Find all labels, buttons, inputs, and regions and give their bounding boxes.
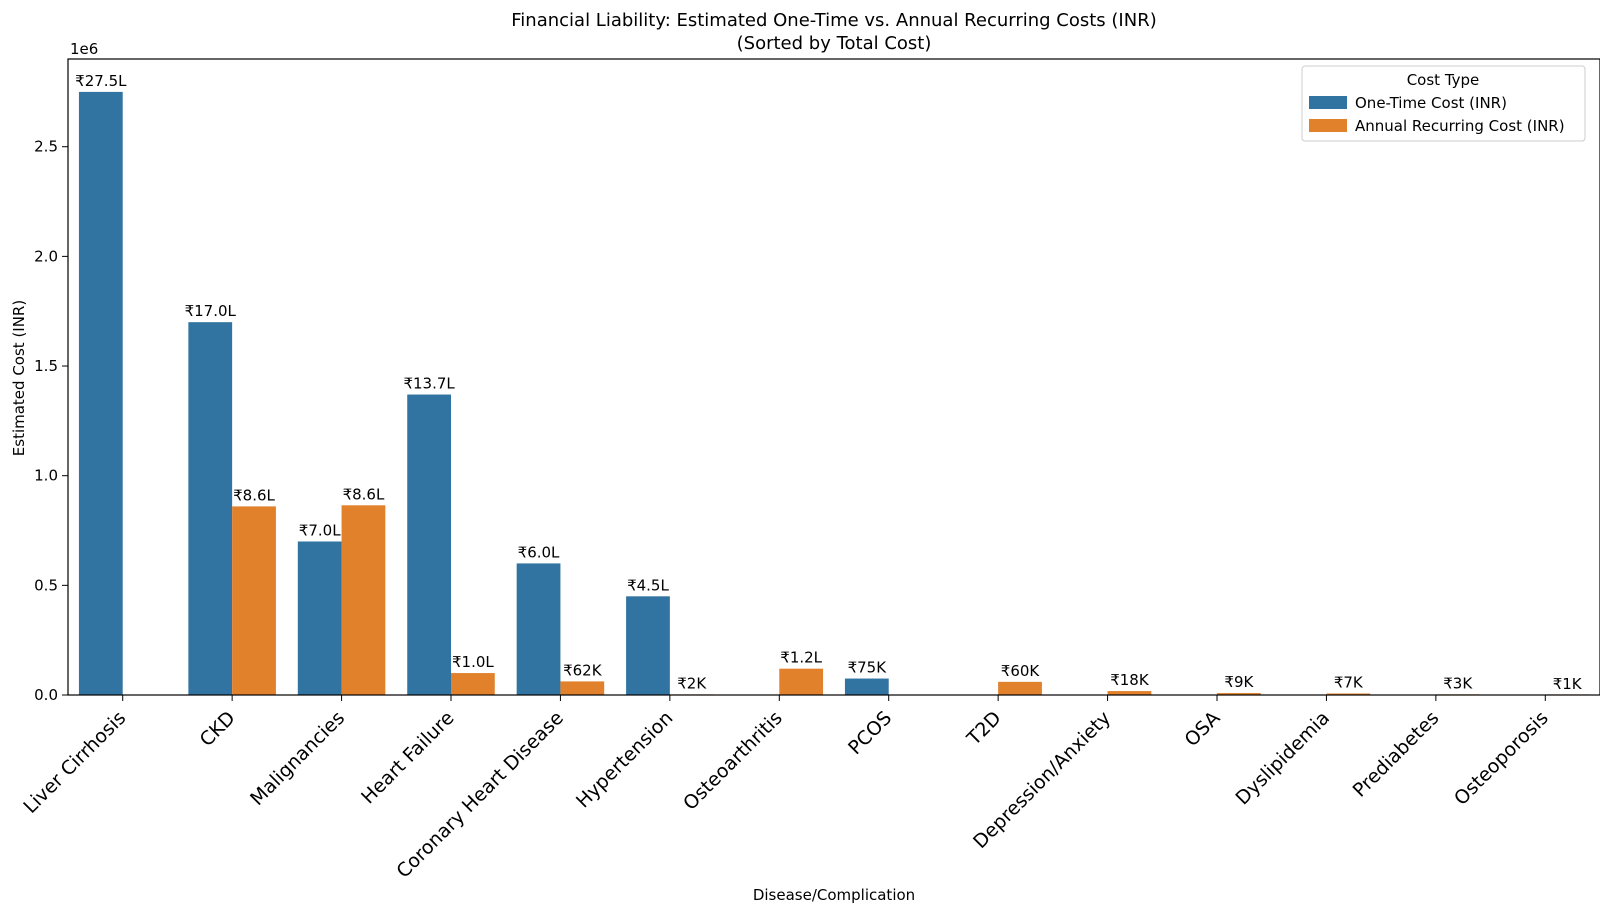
- bar-value-label: ₹62K: [563, 661, 603, 679]
- bar-value-label: ₹9K: [1224, 673, 1254, 691]
- legend-label-one-time: One-Time Cost (INR): [1355, 94, 1507, 112]
- y-tick-label: 0.0: [34, 686, 58, 704]
- bar-value-label: ₹17.0L: [185, 302, 237, 320]
- bar-heart-failure-one-time: [407, 394, 451, 695]
- bar-value-label: ₹3K: [1443, 674, 1473, 692]
- bar-value-label: ₹1.0L: [452, 653, 494, 671]
- bars-layer: [78, 91, 1590, 695]
- bar-liver-cirrhosis-one-time: [78, 91, 123, 695]
- bar-value-label: ₹1K: [1553, 675, 1583, 693]
- bar-value-label: ₹7.0L: [299, 521, 341, 539]
- bar-osteoarthritis-annual-recurring: [779, 668, 824, 695]
- x-axis-label: Disease/Complication: [753, 886, 915, 904]
- legend-box: [1301, 65, 1586, 142]
- bar-value-label: ₹60K: [1001, 662, 1041, 680]
- y-tick-label: 1.5: [34, 357, 58, 375]
- bar-malignancies-annual-recurring: [341, 505, 386, 695]
- bar-pcos-one-time: [844, 678, 889, 695]
- bar-value-label: ₹6.0L: [518, 543, 560, 561]
- bar-value-label: ₹8.6L: [233, 486, 275, 504]
- bar-hypertension-one-time: [626, 596, 670, 695]
- bar-t2d-annual-recurring: [998, 681, 1042, 695]
- y-tick-label: 2.0: [34, 247, 58, 265]
- legend-swatch-annual-recurring: [1309, 119, 1347, 132]
- chart-title: Financial Liability: Estimated One-Time …: [511, 10, 1156, 31]
- bar-ckd-one-time: [188, 322, 233, 695]
- bar-value-label: ₹8.6L: [343, 485, 385, 503]
- bar-ckd-annual-recurring: [232, 506, 276, 695]
- bar-value-label: ₹2K: [677, 675, 707, 693]
- legend: Cost Type One-Time Cost (INR) Annual Rec…: [1301, 65, 1586, 142]
- bar-heart-failure-annual-recurring: [451, 673, 495, 695]
- bar-value-label: ₹75K: [848, 659, 888, 677]
- bar-value-label: ₹27.5L: [75, 72, 127, 90]
- y-axis-label: Estimated Cost (INR): [10, 300, 28, 456]
- y-tick-label: 1.0: [34, 467, 58, 485]
- y-axis-scale-label: 1e6: [70, 40, 98, 58]
- bar-coronary-heart-disease-annual-recurring: [560, 681, 605, 695]
- y-axis: 0.0 0.5 1.0 1.5 2.0 2.5: [34, 138, 68, 704]
- legend-title: Cost Type: [1407, 71, 1480, 89]
- bar-value-label: ₹18K: [1110, 671, 1150, 689]
- bar-dyslipidemia-annual-recurring: [1326, 693, 1371, 695]
- bar-labels-layer: ₹27.5L₹17.0L₹8.6L₹7.0L₹8.6L₹13.7L₹1.0L₹6…: [75, 72, 1583, 693]
- bar-value-label: ₹1.2L: [780, 649, 822, 667]
- legend-label-annual-recurring: Annual Recurring Cost (INR): [1355, 117, 1565, 135]
- bar-malignancies-one-time: [297, 541, 342, 695]
- bar-value-label: ₹7K: [1334, 673, 1364, 691]
- plot-frame: [67, 58, 1600, 696]
- legend-swatch-one-time: [1309, 96, 1347, 109]
- bar-value-label: ₹13.7L: [403, 375, 455, 393]
- y-tick-label: 2.5: [34, 138, 58, 156]
- bar-value-label: ₹4.5L: [627, 576, 669, 594]
- bar-osa-annual-recurring: [1217, 693, 1261, 695]
- bar-coronary-heart-disease-one-time: [516, 563, 561, 695]
- bar-depression-anxiety-annual-recurring: [1107, 691, 1152, 695]
- y-tick-label: 0.5: [34, 576, 58, 594]
- chart-subtitle: (Sorted by Total Cost): [737, 33, 932, 54]
